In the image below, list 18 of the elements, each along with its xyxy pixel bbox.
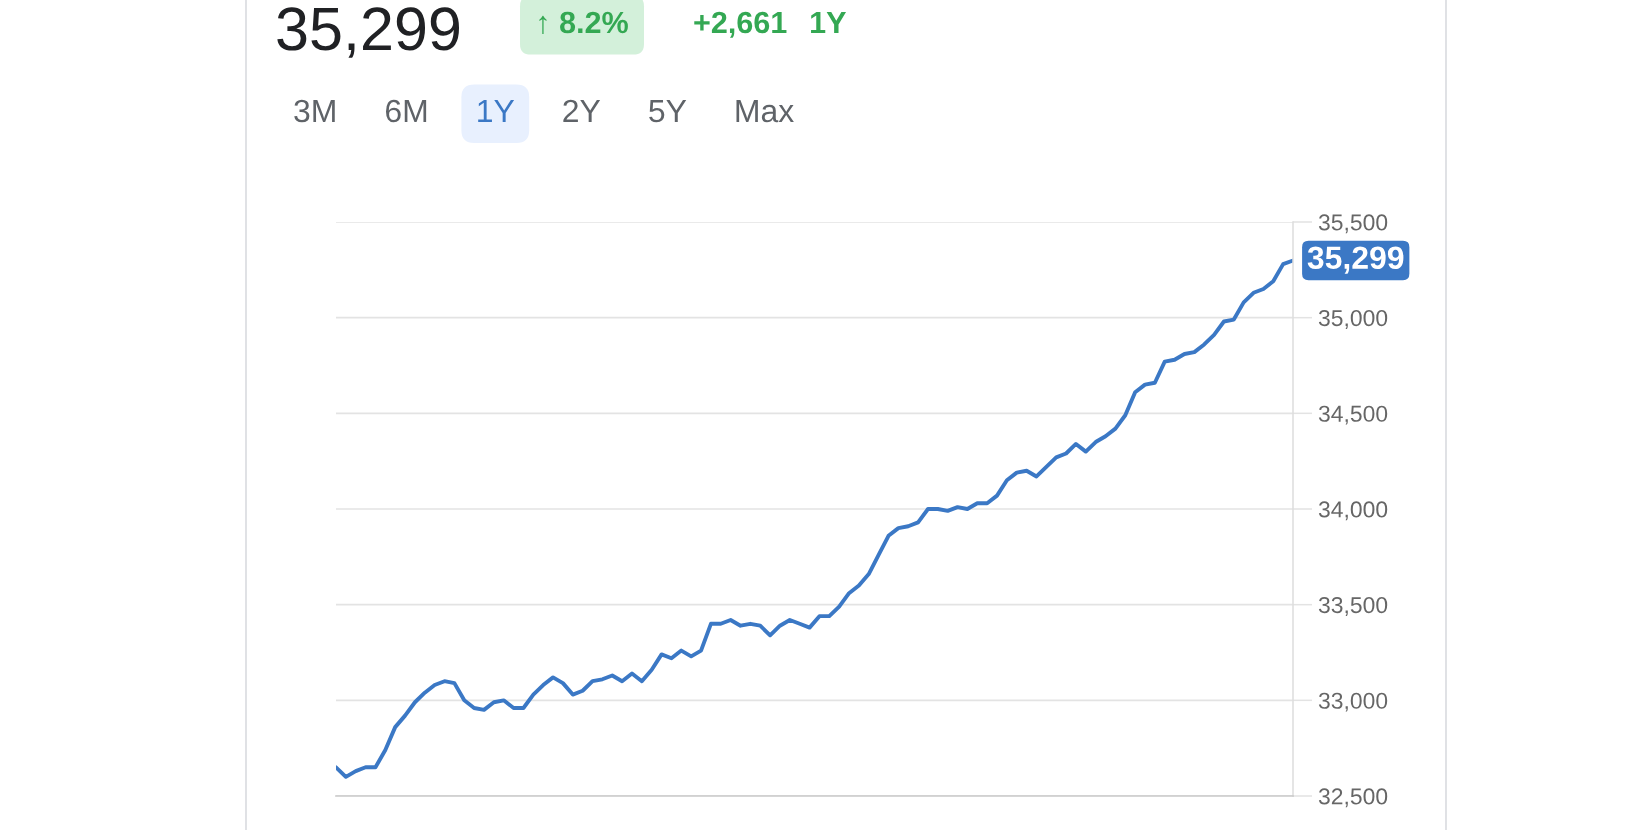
text: 1Y (811, 11, 847, 33)
text: 3M (294, 99, 335, 123)
y-tick-label: 35,000 (1318, 309, 1388, 329)
y-tick-label: 34,500 (1318, 405, 1388, 425)
y-tick-label: 33,000 (1318, 692, 1388, 712)
text: 6M (386, 99, 427, 123)
y-tick-label: 34,000 (1318, 501, 1388, 521)
chart-title: 35,299 (277, 7, 460, 58)
text: 5Y (649, 100, 687, 123)
y-tick-label: 35,500 (1318, 214, 1388, 234)
text: ↑ 8.2% (539, 11, 628, 34)
text: 1Y (478, 100, 515, 122)
text: +2,661 (694, 11, 787, 38)
data-label: 35,299 (1307, 246, 1404, 274)
text: 2Y (563, 99, 601, 122)
y-tick-label: 33,500 (1318, 596, 1388, 616)
text: Max (736, 100, 794, 123)
y-tick-label: 32,500 (1318, 788, 1388, 808)
